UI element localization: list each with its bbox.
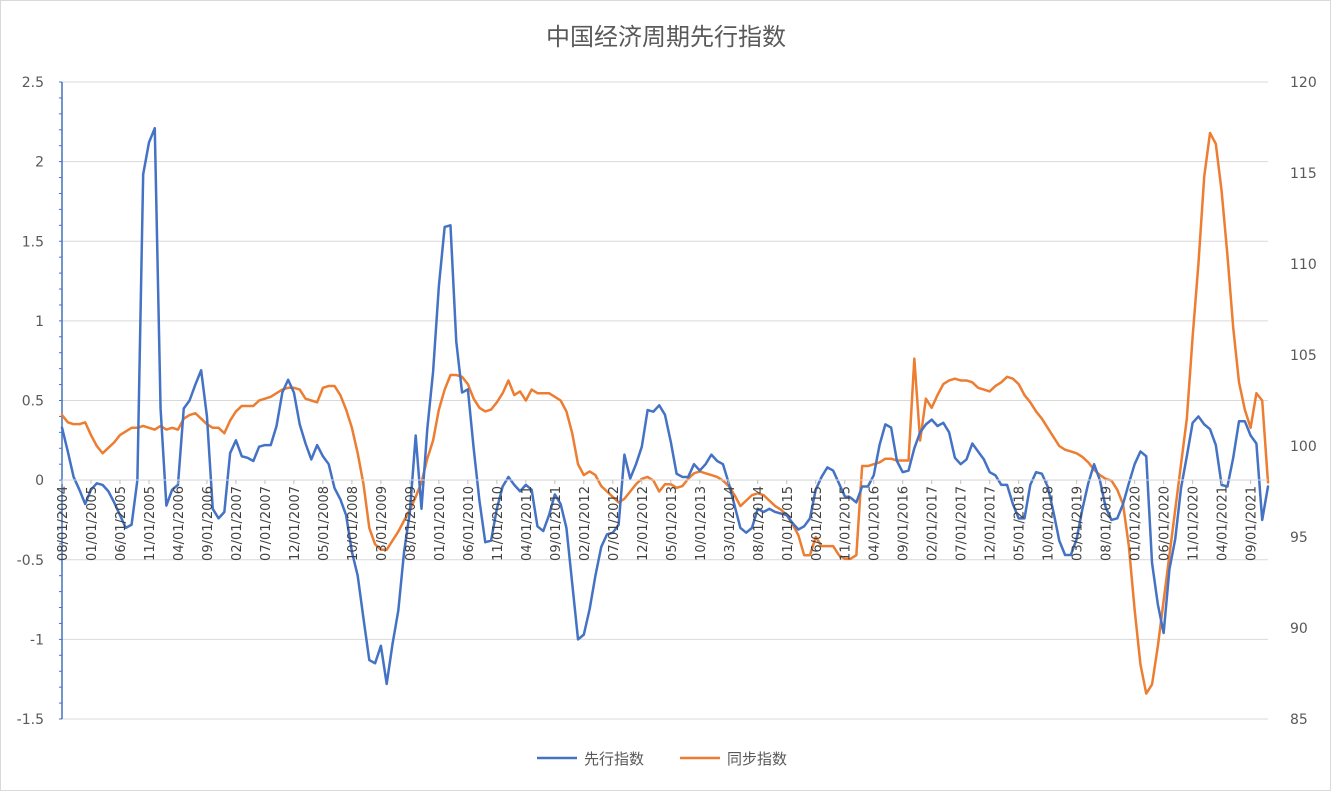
- x-tick-label: 09/01/2016: [897, 486, 912, 561]
- x-tick-label: 08/01/2004: [56, 486, 71, 561]
- legend-label-coincident: 同步指数: [727, 750, 787, 768]
- right-tick-label: 100: [1290, 439, 1317, 455]
- x-tick-label: 09/01/2021: [1245, 486, 1260, 561]
- left-tick-label: 2: [35, 155, 44, 171]
- left-tick-label: -1: [30, 632, 44, 648]
- x-tick-label: 04/01/2006: [172, 486, 187, 561]
- x-tick-label: 10/01/2008: [346, 486, 361, 561]
- x-tick-label: 09/01/2011: [549, 486, 564, 561]
- left-tick-label: -0.5: [17, 553, 44, 569]
- x-tick-label: 12/01/2012: [636, 486, 651, 561]
- x-tick-label: 03/01/2014: [723, 486, 738, 561]
- left-tick-label: -1.5: [17, 712, 44, 728]
- x-tick-label: 07/01/2017: [955, 486, 970, 561]
- x-tick-label: 03/01/2009: [375, 486, 390, 561]
- x-tick-label: 05/01/2018: [1013, 486, 1028, 561]
- x-tick-label: 10/01/2013: [694, 486, 709, 561]
- x-tick-label: 01/01/2005: [85, 486, 100, 561]
- legend: 先行指数 同步指数: [537, 750, 787, 768]
- x-axis: 08/01/2004 01/01/2005 06/01/2005 11/01/2005…: [56, 479, 1268, 561]
- x-tick-label: 06/01/2020: [1158, 486, 1173, 561]
- x-tick-label: 02/01/2012: [578, 486, 593, 561]
- x-tick-label: 04/01/2021: [1216, 486, 1231, 561]
- x-tick-label: 05/01/2008: [317, 486, 332, 561]
- x-tick-label: 04/01/2011: [520, 486, 535, 561]
- x-tick-label: 11/01/2015: [839, 486, 854, 561]
- x-tick-label: 12/01/2017: [984, 486, 999, 561]
- x-tick-label: 03/01/2019: [1071, 486, 1086, 561]
- right-tick-label: 105: [1290, 348, 1317, 364]
- right-y-axis: 85 90 95 100 105 110 115 120: [1290, 75, 1317, 728]
- left-tick-label: 0: [35, 473, 44, 489]
- x-tick-label: 11/01/2010: [491, 486, 506, 561]
- x-tick-label: 08/01/2019: [1100, 486, 1115, 561]
- x-tick-label: 06/01/2005: [114, 486, 129, 561]
- x-tick-label: 09/01/2006: [201, 486, 216, 561]
- x-tick-label: 11/01/2005: [143, 486, 158, 561]
- left-tick-label: 0.5: [22, 394, 44, 410]
- x-tick-label: 05/01/2013: [665, 486, 680, 561]
- x-tick-label: 08/01/2014: [752, 486, 767, 561]
- right-tick-label: 115: [1290, 166, 1317, 182]
- x-tick-label: 11/01/2020: [1187, 486, 1202, 561]
- x-tick-label: 08/01/2009: [404, 486, 419, 561]
- series-layer: [60, 126, 1270, 695]
- x-tick-label: 01/01/2010: [433, 486, 448, 561]
- x-tick-label: 06/01/2010: [462, 486, 477, 561]
- left-tick-label: 1.5: [22, 234, 44, 250]
- left-tick-label: 2.5: [22, 75, 44, 91]
- x-tick-label: 02/01/2017: [926, 486, 941, 561]
- series-line-leading-index: [60, 126, 1270, 686]
- right-tick-label: 85: [1290, 712, 1308, 728]
- series-line-coincident-index: [60, 131, 1270, 695]
- left-y-axis: -1.5 -1 -0.5 0 0.5 1 1.5 2 2.5: [17, 75, 63, 728]
- chart-title: 中国经济周期先行指数: [546, 23, 786, 51]
- legend-label-leading: 先行指数: [584, 750, 644, 768]
- right-tick-label: 90: [1290, 621, 1308, 637]
- right-tick-label: 120: [1290, 75, 1317, 91]
- x-tick-label: 01/01/2020: [1129, 486, 1144, 561]
- left-tick-label: 1: [35, 314, 44, 330]
- grid-lines: [62, 81, 1268, 720]
- x-tick-label: 07/01/2012: [607, 486, 622, 561]
- x-tick-label: 04/01/2016: [868, 486, 883, 561]
- x-tick-label: 07/01/2007: [259, 486, 274, 561]
- x-tick-label: 12/01/2007: [288, 486, 303, 561]
- x-tick-label: 10/01/2018: [1042, 486, 1057, 561]
- x-tick-label: 01/01/2015: [781, 486, 796, 561]
- right-tick-label: 95: [1290, 530, 1308, 546]
- right-tick-label: 110: [1290, 257, 1317, 273]
- x-tick-label: 06/01/2015: [810, 486, 825, 561]
- x-tick-label: 02/01/2007: [230, 486, 245, 561]
